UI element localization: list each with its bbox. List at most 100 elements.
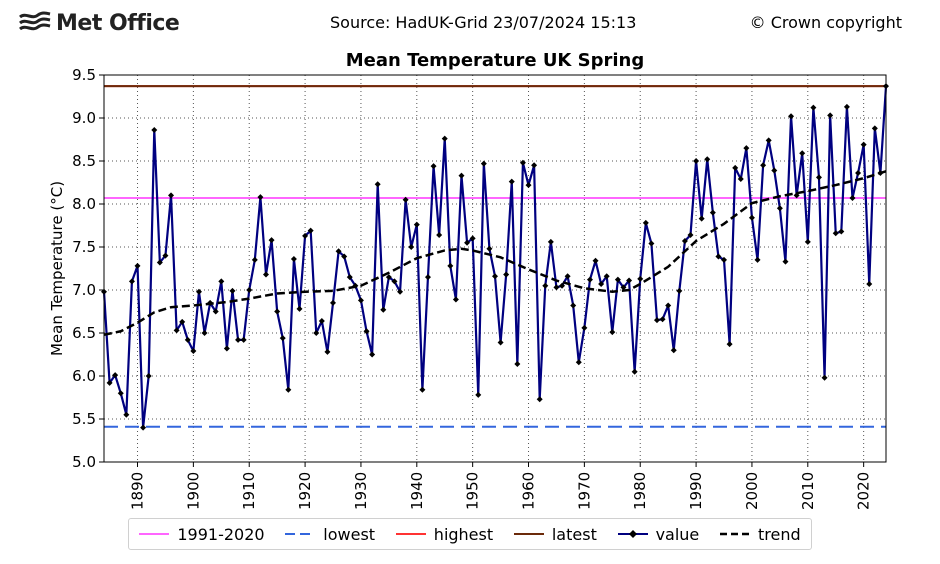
chart-title: Mean Temperature UK Spring — [345, 50, 645, 71]
data-point — [385, 274, 392, 281]
data-point — [173, 327, 180, 334]
data-point — [190, 348, 197, 355]
y-tick-label: 9.5 — [72, 66, 96, 84]
data-point — [229, 287, 236, 294]
legend-item-trend: trend — [719, 525, 801, 544]
legend-item-highest: highest — [395, 525, 493, 544]
x-tick-label: 1950 — [464, 472, 482, 510]
data-point — [346, 274, 353, 281]
legend: 1991-2020 lowest highest latest value tr… — [128, 518, 812, 550]
data-point — [156, 259, 163, 266]
y-tick-label: 7.0 — [72, 281, 96, 299]
x-tick-label: 1960 — [520, 472, 538, 510]
data-point — [586, 276, 593, 283]
data-point — [145, 373, 152, 379]
legend-item-baseline: 1991-2020 — [139, 525, 265, 544]
data-point — [704, 156, 711, 163]
data-point — [464, 239, 471, 246]
data-point — [653, 317, 660, 324]
data-point — [235, 336, 242, 343]
data-point — [112, 372, 119, 379]
data-point — [531, 162, 538, 169]
data-point — [441, 135, 448, 142]
data-point — [799, 150, 806, 157]
data-point — [413, 221, 420, 228]
data-point — [866, 280, 873, 287]
data-point — [737, 176, 744, 183]
data-point — [195, 288, 202, 295]
data-point — [212, 308, 219, 315]
legend-item-lowest: lowest — [285, 525, 375, 544]
data-point — [123, 411, 130, 418]
data-point — [821, 374, 828, 381]
legend-label-lowest: lowest — [323, 524, 376, 544]
data-point — [184, 336, 191, 343]
data-point — [313, 330, 320, 336]
y-tick-label: 5.0 — [72, 453, 96, 471]
data-point — [614, 276, 621, 283]
y-tick-label: 8.0 — [72, 195, 96, 213]
data-point — [257, 194, 264, 201]
data-point — [514, 360, 521, 367]
logo-text: Met Office — [56, 10, 180, 36]
y-tick-label: 9.0 — [72, 109, 96, 127]
data-point — [709, 209, 716, 216]
data-point — [542, 282, 549, 289]
data-point — [693, 158, 700, 164]
data-point — [508, 178, 515, 185]
data-point — [726, 341, 733, 348]
copyright-label: © Crown copyright — [749, 13, 902, 32]
legend-swatch-latest — [513, 533, 544, 535]
x-tick-label: 1980 — [631, 472, 649, 510]
source-label: Source: HadUK-Grid 23/07/2024 15:13 — [330, 13, 637, 32]
data-point — [721, 256, 728, 263]
x-tick-label: 1930 — [352, 472, 370, 510]
data-point — [324, 348, 331, 355]
data-point — [268, 237, 275, 244]
data-point — [637, 275, 644, 282]
data-point — [564, 273, 571, 280]
legend-swatch-trend — [719, 532, 750, 536]
data-point — [687, 231, 694, 238]
data-point — [765, 137, 772, 144]
data-point — [285, 386, 292, 393]
data-point — [117, 390, 124, 397]
x-tick-label: 1890 — [129, 472, 147, 510]
x-tick-label: 2000 — [743, 472, 761, 510]
data-point — [670, 347, 677, 354]
data-point — [307, 227, 314, 234]
grid-lines — [104, 74, 886, 463]
x-axis: 1890 1900 1910 1920 1930 1940 1950 1960 1970 1980… — [129, 462, 873, 510]
y-axis-label: Mean Temperature (°C) — [48, 181, 66, 356]
data-point — [581, 324, 588, 331]
data-point — [374, 181, 381, 188]
data-point — [469, 235, 476, 242]
data-point — [871, 125, 878, 132]
y-tick-label: 8.5 — [72, 152, 96, 170]
data-point — [827, 112, 834, 119]
data-point — [179, 318, 186, 325]
data-point — [676, 287, 683, 294]
x-tick-label: 1940 — [408, 472, 426, 510]
data-point — [419, 386, 426, 393]
data-point — [391, 278, 398, 285]
data-point — [547, 238, 554, 245]
data-point — [251, 256, 258, 263]
data-point — [536, 396, 543, 403]
x-tick-label: 1900 — [184, 472, 202, 510]
x-tick-label: 2010 — [799, 472, 817, 510]
plot-frame — [103, 74, 887, 463]
data-point — [363, 328, 370, 335]
data-point — [151, 127, 158, 134]
data-point — [335, 248, 342, 255]
data-point — [519, 159, 526, 166]
data-point — [458, 172, 465, 179]
data-point — [492, 273, 498, 280]
data-point — [106, 379, 113, 386]
data-point — [447, 262, 454, 269]
data-point — [659, 316, 666, 323]
data-point — [771, 167, 778, 174]
legend-label-latest: latest — [551, 524, 597, 544]
x-tick-label: 1970 — [575, 472, 593, 510]
data-point — [246, 287, 253, 293]
